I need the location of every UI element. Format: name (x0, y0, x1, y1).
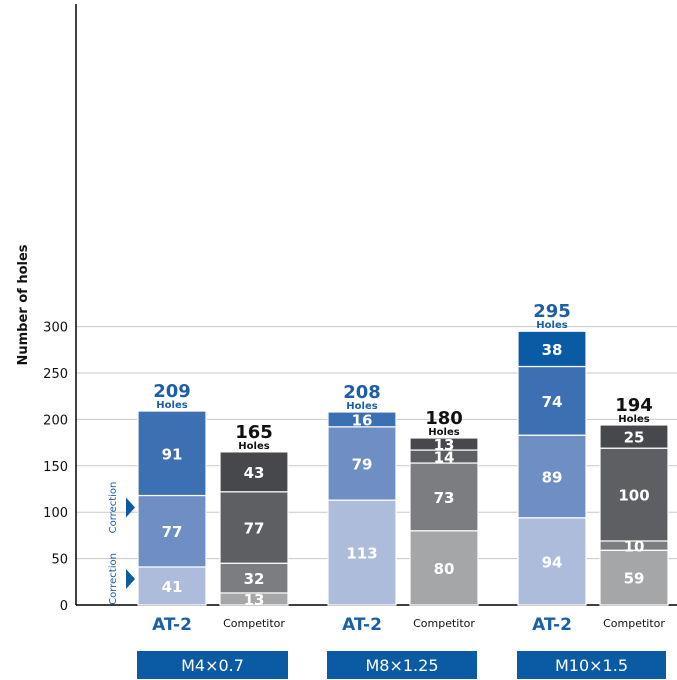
bar-total-value: 295 (533, 301, 571, 322)
segment-value-label: 79 (352, 455, 373, 473)
correction-label: Correction (108, 482, 119, 534)
segment-value-label: 91 (162, 445, 183, 463)
segment-value-label: 43 (244, 464, 265, 482)
bar-label: Competitor (603, 617, 665, 630)
segment-value-label: 100 (618, 487, 649, 505)
y-tick-label: 250 (43, 367, 68, 382)
correction-label: Correction (108, 553, 119, 605)
segment-value-label: 38 (542, 341, 563, 359)
segment-value-label: 25 (624, 429, 645, 447)
bar-segment (409, 462, 479, 532)
bar-segment (327, 426, 397, 501)
bar-segment (327, 411, 397, 428)
bar-total-value: 208 (343, 382, 381, 403)
group-box (137, 651, 288, 679)
bar-segment (599, 447, 669, 542)
segment-value-label: 74 (542, 393, 563, 411)
bar-segment (517, 517, 587, 606)
bar-label: Competitor (223, 617, 285, 630)
y-tick-label: 300 (43, 321, 68, 336)
bar-segment (517, 330, 587, 368)
bar-segment (219, 562, 289, 594)
correction-arrow-icon (126, 568, 135, 589)
bar-total-value: 194 (615, 395, 653, 416)
y-tick-label: 100 (43, 506, 68, 521)
bar-label: AT-2 (342, 615, 382, 635)
bar-label: Competitor (413, 617, 475, 630)
group-label: M8×1.25 (365, 656, 438, 675)
bar-total-unit: Holes (346, 401, 377, 412)
y-tick-label: 150 (43, 460, 68, 475)
group-box (327, 651, 477, 679)
bar-total-unit: Holes (156, 400, 187, 411)
segment-value-label: 89 (542, 468, 563, 486)
group-box (517, 651, 666, 679)
bar-segment (409, 437, 479, 451)
bar-total-value: 180 (425, 408, 463, 429)
segment-value-label: 73 (434, 489, 455, 507)
segment-value-label: 80 (434, 560, 455, 578)
segment-value-label: 14 (434, 449, 455, 467)
segment-value-label: 77 (162, 523, 183, 541)
group-label: M4×0.7 (181, 656, 244, 675)
bar-segment (137, 410, 207, 497)
segment-value-label: 13 (434, 436, 455, 454)
bar-segment (219, 491, 289, 564)
y-tick-label: 0 (60, 599, 68, 614)
bar-total-unit: Holes (428, 427, 459, 438)
segment-value-label: 77 (244, 520, 265, 538)
bar-segment (599, 424, 669, 449)
segment-value-label: 10 (624, 538, 645, 556)
segment-value-label: 41 (162, 578, 183, 596)
bar-segment (137, 494, 207, 568)
bar-label: AT-2 (532, 615, 572, 635)
bar-segment (517, 434, 587, 519)
bar-segment (137, 566, 207, 606)
y-tick-label: 200 (43, 413, 68, 428)
segment-value-label: 59 (624, 570, 645, 588)
segment-value-label: 16 (352, 411, 373, 429)
bar-total-value: 165 (235, 422, 273, 443)
bar-total-unit: Holes (536, 320, 567, 331)
correction-arrow-icon (126, 497, 135, 518)
bar-total-unit: Holes (618, 414, 649, 425)
bar-segment (409, 530, 479, 606)
y-axis-label: Number of holes (16, 244, 31, 365)
bar-total-value: 209 (153, 381, 191, 402)
bar-total-unit: Holes (238, 441, 269, 452)
segment-value-label: 13 (244, 591, 265, 609)
bar-segment (599, 549, 669, 606)
bar-segment (219, 451, 289, 493)
bar-label: AT-2 (152, 615, 192, 635)
segment-value-label: 32 (244, 570, 265, 588)
y-tick-label: 50 (51, 553, 68, 568)
segment-value-label: 113 (346, 545, 377, 563)
segment-value-label: 94 (542, 553, 563, 571)
group-label: M10×1.5 (555, 656, 628, 675)
bar-segment (327, 499, 397, 606)
